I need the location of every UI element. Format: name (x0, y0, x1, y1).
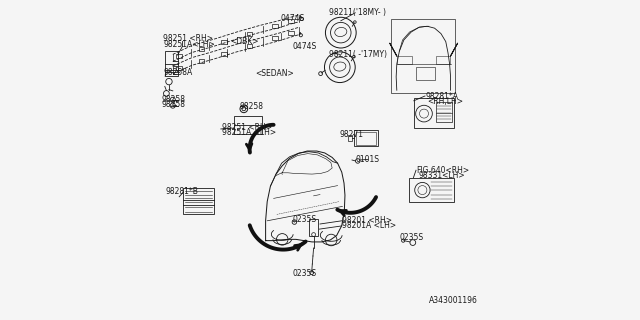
Text: 0235S: 0235S (400, 233, 424, 242)
Bar (436, 102, 452, 122)
Bar (309, 219, 318, 236)
Text: 98258A: 98258A (163, 68, 193, 76)
Text: 98211('18MY- ): 98211('18MY- ) (329, 8, 386, 17)
Bar (355, 130, 378, 146)
Bar (177, 66, 182, 70)
Text: 98251 <RH>: 98251 <RH> (223, 123, 273, 132)
Bar (234, 116, 262, 134)
Bar (288, 19, 294, 23)
Bar (409, 178, 454, 202)
Text: 0474S: 0474S (292, 42, 317, 51)
Text: 98281*B: 98281*B (165, 188, 198, 196)
Bar (436, 56, 451, 64)
Bar (397, 56, 412, 64)
Bar (221, 40, 227, 44)
Bar (198, 59, 205, 63)
Text: 0474S: 0474S (281, 14, 305, 23)
Bar (184, 188, 214, 214)
Text: 98258: 98258 (162, 100, 186, 109)
Bar (198, 47, 205, 51)
Bar (247, 44, 253, 48)
Text: 98211( -'17MY): 98211( -'17MY) (329, 50, 387, 59)
Bar (247, 32, 253, 36)
Text: 98258: 98258 (239, 102, 264, 111)
Bar (356, 132, 376, 145)
Text: 0235S: 0235S (292, 269, 317, 278)
Text: FIG.640<RH>: FIG.640<RH> (416, 166, 469, 175)
Bar (391, 19, 455, 93)
Text: <SEDAN>: <SEDAN> (255, 69, 294, 78)
Bar (165, 51, 178, 76)
Bar (416, 67, 435, 80)
Text: 98258: 98258 (162, 95, 186, 104)
Text: 98201A <LH>: 98201A <LH> (342, 221, 397, 230)
Bar (288, 31, 294, 35)
Text: 98251A<LH>: 98251A<LH> (163, 40, 215, 49)
Bar (177, 54, 182, 58)
Bar (273, 24, 278, 28)
Text: <DBK>: <DBK> (230, 37, 259, 46)
Text: 0235S: 0235S (292, 215, 317, 224)
Bar (221, 52, 227, 56)
Text: 98281*A: 98281*A (426, 92, 459, 100)
Text: <RH,LH>: <RH,LH> (428, 97, 463, 106)
Bar (414, 98, 454, 128)
Text: 0101S: 0101S (355, 155, 379, 164)
Text: 98251 <RH>: 98251 <RH> (163, 34, 213, 43)
Text: 98251A <LH>: 98251A <LH> (223, 128, 276, 137)
Text: A343001196: A343001196 (429, 296, 477, 305)
Text: 98201 <RH>: 98201 <RH> (342, 216, 392, 225)
Bar (273, 36, 278, 40)
Text: 98331<LH>: 98331<LH> (419, 171, 465, 180)
Bar (349, 135, 353, 141)
Text: 98271: 98271 (339, 130, 364, 139)
